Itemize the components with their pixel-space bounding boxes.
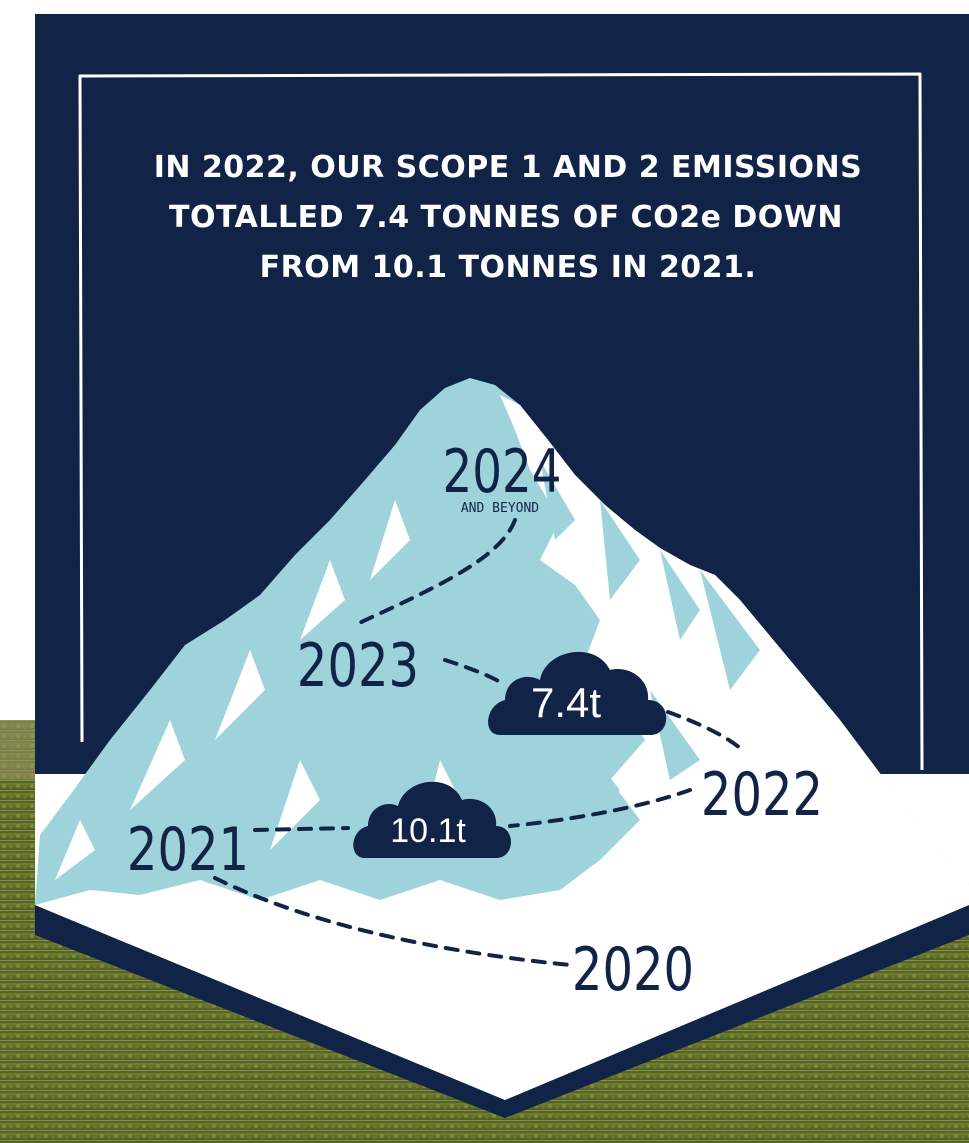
year-2024: 2024 [442, 436, 561, 506]
headline: IN 2022, OUR SCOPE 1 AND 2 EMISSIONS TOT… [154, 150, 863, 285]
headline-line-1: IN 2022, OUR SCOPE 1 AND 2 EMISSIONS [154, 150, 863, 185]
banner-chevron-border [35, 880, 969, 1118]
timeline-path [213, 518, 742, 967]
cloud-value-2022: 7.4t [531, 679, 601, 726]
year-2024-subtitle: AND BEYOND [461, 501, 539, 516]
headline-line-2: TOTALLED 7.4 TONNES OF CO2e DOWN [169, 200, 843, 235]
banner-frame [78, 72, 924, 771]
year-2021: 2021 [127, 815, 249, 885]
cloud-value-2021: 10.1t [390, 812, 466, 850]
headline-line-3: FROM 10.1 TONNES IN 2021. [260, 250, 757, 285]
mountain [35, 378, 969, 1100]
mountain-snow [35, 395, 969, 1100]
cloud-2021-emissions: 10.1t [353, 781, 511, 858]
year-2020: 2020 [572, 935, 694, 1005]
cloud-2022-emissions: 7.4t [488, 651, 667, 735]
year-2023: 2023 [297, 631, 419, 701]
year-2022: 2022 [701, 760, 823, 830]
